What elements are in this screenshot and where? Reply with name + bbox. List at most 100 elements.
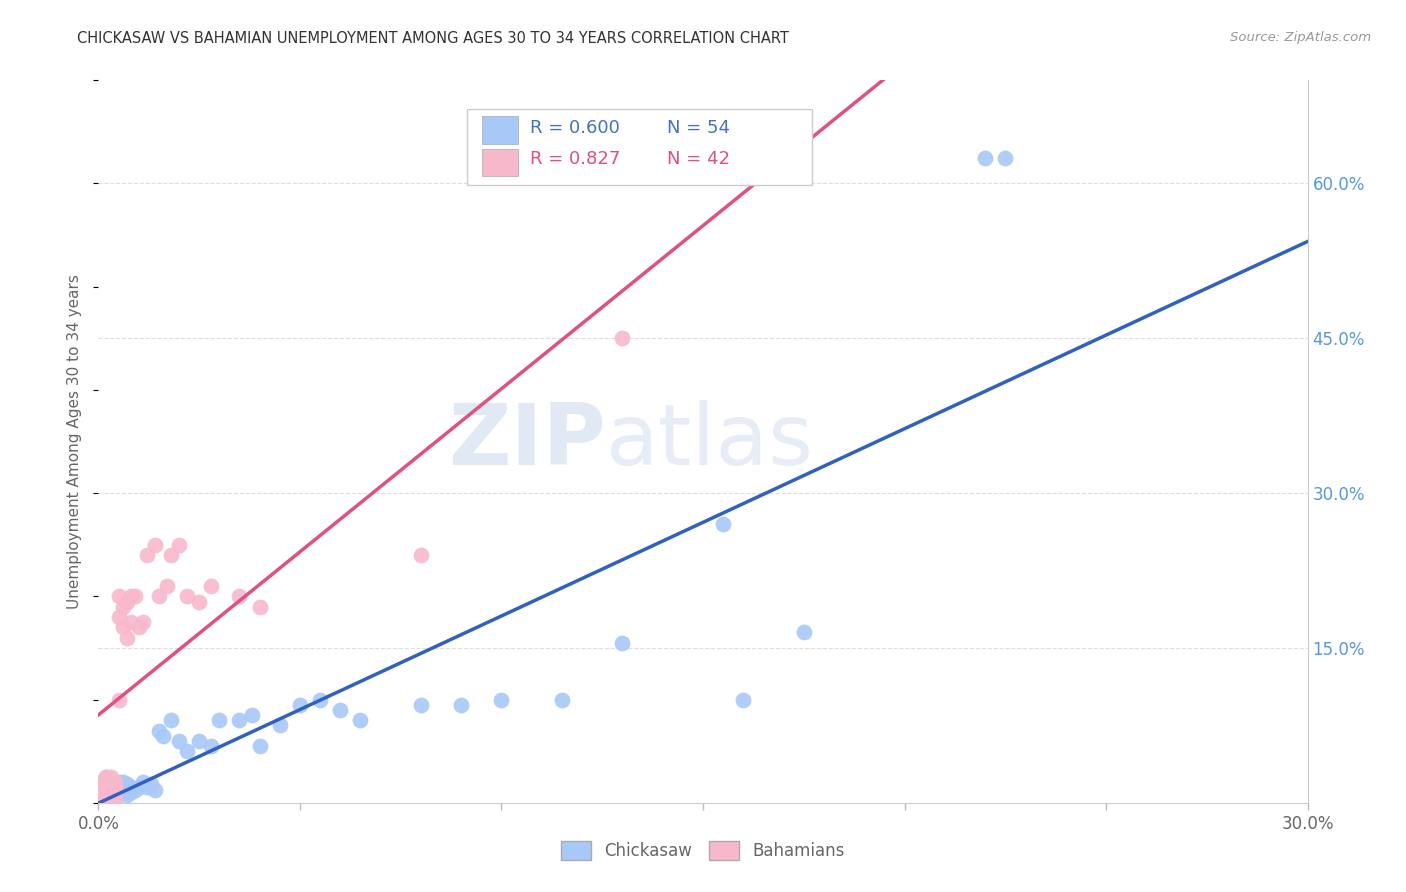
Point xyxy=(733,692,755,706)
Point xyxy=(139,777,162,791)
Point xyxy=(148,590,170,604)
Point xyxy=(91,790,114,805)
Point xyxy=(249,599,271,614)
Point xyxy=(111,599,134,614)
Point xyxy=(100,790,122,805)
Point xyxy=(124,590,146,604)
Point xyxy=(103,785,125,799)
Point xyxy=(103,790,125,805)
Text: R = 0.827: R = 0.827 xyxy=(530,151,620,169)
Point xyxy=(132,615,155,630)
Point xyxy=(91,788,114,802)
Point xyxy=(100,785,122,799)
Point xyxy=(188,734,211,748)
Text: N = 42: N = 42 xyxy=(666,151,730,169)
Point xyxy=(111,775,134,789)
Point xyxy=(269,718,291,732)
Point xyxy=(188,594,211,608)
Point xyxy=(96,783,118,797)
Point xyxy=(200,739,222,753)
Point xyxy=(160,548,183,562)
Point xyxy=(120,615,142,630)
Point xyxy=(100,780,122,795)
Point xyxy=(793,625,815,640)
Point xyxy=(96,777,118,791)
Point xyxy=(115,788,138,802)
Point xyxy=(91,780,114,795)
Point xyxy=(115,594,138,608)
Point xyxy=(309,692,332,706)
Point xyxy=(974,151,997,165)
Point xyxy=(96,788,118,802)
Point xyxy=(128,780,150,795)
Point xyxy=(107,610,129,624)
Text: atlas: atlas xyxy=(606,400,814,483)
Point xyxy=(152,729,174,743)
Point xyxy=(91,775,114,789)
Point xyxy=(409,548,432,562)
Point xyxy=(128,620,150,634)
Point xyxy=(100,777,122,791)
Point xyxy=(100,783,122,797)
Y-axis label: Unemployment Among Ages 30 to 34 years: Unemployment Among Ages 30 to 34 years xyxy=(67,274,83,609)
Point xyxy=(91,775,114,789)
Point xyxy=(176,744,198,758)
Point xyxy=(176,590,198,604)
Point xyxy=(91,785,114,799)
Point xyxy=(711,517,734,532)
Point xyxy=(107,590,129,604)
Point xyxy=(148,723,170,738)
Point xyxy=(228,590,250,604)
Point xyxy=(491,692,513,706)
Point xyxy=(115,631,138,645)
Point xyxy=(103,783,125,797)
Legend: Chickasaw, Bahamians: Chickasaw, Bahamians xyxy=(554,834,852,867)
Point xyxy=(409,698,432,712)
Point xyxy=(96,770,118,784)
Point xyxy=(100,770,122,784)
FancyBboxPatch shape xyxy=(482,149,517,177)
Point xyxy=(107,692,129,706)
Point xyxy=(107,780,129,795)
Text: ZIP: ZIP xyxy=(449,400,606,483)
Point xyxy=(103,777,125,791)
Point xyxy=(103,780,125,795)
Point xyxy=(107,775,129,789)
Text: R = 0.600: R = 0.600 xyxy=(530,119,620,136)
Point xyxy=(115,777,138,791)
Point xyxy=(120,780,142,795)
Point xyxy=(100,790,122,805)
Point xyxy=(143,538,166,552)
Point xyxy=(124,783,146,797)
FancyBboxPatch shape xyxy=(482,116,517,144)
Point xyxy=(103,775,125,789)
FancyBboxPatch shape xyxy=(467,109,811,185)
Point xyxy=(132,775,155,789)
Point xyxy=(143,783,166,797)
Point xyxy=(349,713,371,727)
Point xyxy=(249,739,271,753)
Point xyxy=(156,579,179,593)
Point xyxy=(551,692,574,706)
Point xyxy=(228,713,250,727)
Text: CHICKASAW VS BAHAMIAN UNEMPLOYMENT AMONG AGES 30 TO 34 YEARS CORRELATION CHART: CHICKASAW VS BAHAMIAN UNEMPLOYMENT AMONG… xyxy=(77,31,789,46)
Point xyxy=(135,780,157,795)
Point xyxy=(111,785,134,799)
Point xyxy=(111,620,134,634)
Point xyxy=(288,698,311,712)
Point xyxy=(91,785,114,799)
Point xyxy=(200,579,222,593)
Text: N = 54: N = 54 xyxy=(666,119,730,136)
Point xyxy=(91,780,114,795)
Point xyxy=(240,708,263,723)
Point xyxy=(329,703,352,717)
Point xyxy=(135,548,157,562)
Point xyxy=(96,770,118,784)
Point xyxy=(120,785,142,799)
Point xyxy=(167,734,190,748)
Point xyxy=(100,775,122,789)
Point xyxy=(994,151,1017,165)
Point xyxy=(160,713,183,727)
Point xyxy=(120,590,142,604)
Point xyxy=(96,777,118,791)
